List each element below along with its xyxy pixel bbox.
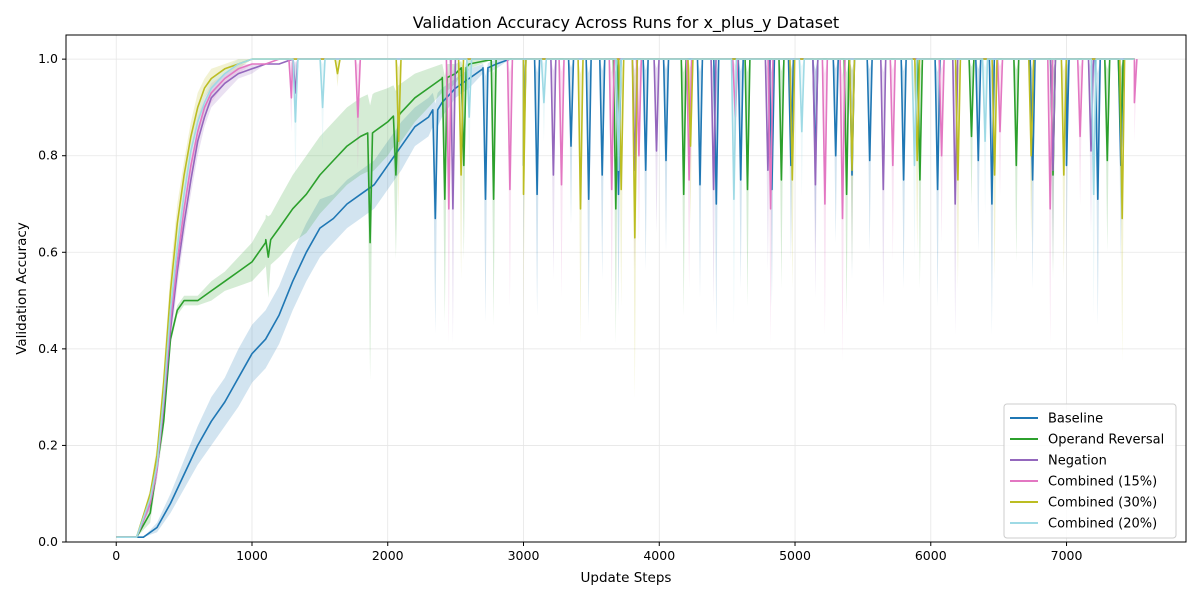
band-combined-20-: [116, 59, 1135, 538]
y-tick-label-4: 0.8: [38, 148, 58, 163]
line-operand-reversal: [116, 58, 1135, 538]
x-tick-label-1: 1000: [236, 548, 268, 563]
legend-label-5: Combined (20%): [1048, 517, 1157, 532]
x-tick-label-3: 3000: [508, 548, 540, 563]
series-lines: [116, 58, 1138, 538]
line-baseline: [116, 58, 1135, 538]
x-tick-label-4: 4000: [643, 548, 675, 563]
x-tick-label-0: 0: [112, 548, 120, 563]
legend: Baseline Operand Reversal Negation Combined…: [1003, 403, 1177, 539]
y-tick-label-1: 0.2: [38, 437, 58, 452]
band-operand-reversal: [116, 59, 1135, 538]
legend-box: [1003, 403, 1177, 539]
x-axis-label: Update Steps: [581, 570, 672, 586]
x-tick-label-6: 6000: [915, 548, 947, 563]
y-tick-label-2: 0.4: [38, 341, 58, 356]
legend-label-2: Negation: [1048, 454, 1107, 469]
chart-title: Validation Accuracy Across Runs for x_pl…: [413, 13, 839, 33]
line-combined-30-: [116, 58, 1135, 538]
x-tick-label-2: 2000: [372, 548, 404, 563]
legend-label-1: Operand Reversal: [1048, 433, 1164, 448]
line-combined-20-: [116, 58, 1135, 538]
y-tick-label-0: 0.0: [38, 534, 58, 549]
band-combined-30-: [116, 59, 1135, 538]
confidence-bands: [116, 59, 1137, 538]
x-tick-label-7: 7000: [1051, 548, 1083, 563]
line-negation: [116, 58, 1135, 538]
y-tick-label-5: 1.0: [38, 51, 58, 66]
axis-ticks: 0 1000 2000 3000 4000 5000 6000 7000 0.0 0.2 0.4 0.…: [38, 51, 1082, 563]
band-baseline: [116, 59, 1135, 538]
band-negation: [116, 59, 1135, 538]
plot-frame: [65, 34, 1187, 543]
legend-label-0: Baseline: [1048, 412, 1103, 427]
y-tick-label-3: 0.6: [38, 244, 58, 259]
y-axis-label: Validation Accuracy: [14, 222, 30, 355]
legend-label-3: Combined (15%): [1048, 475, 1157, 490]
legend-label-4: Combined (30%): [1048, 496, 1157, 511]
x-tick-label-5: 5000: [779, 548, 811, 563]
